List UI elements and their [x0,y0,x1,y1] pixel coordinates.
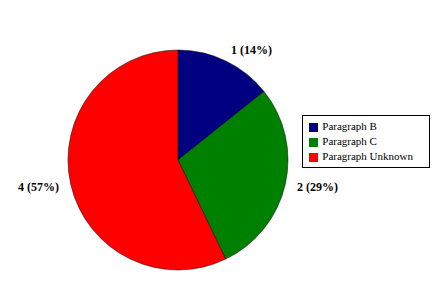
html-text:Paragraph Unknown: Paragraph Unknown [322,150,413,162]
html-text:Paragraph C: Paragraph C [322,135,377,147]
html-text:Paragraph B: Paragraph B [322,120,377,132]
svg-text:2 (29%): 2 (29%) [297,180,338,194]
svg-text:1 (14%): 1 (14%) [231,43,272,57]
svg-text:4 (57%): 4 (57%) [18,180,59,194]
